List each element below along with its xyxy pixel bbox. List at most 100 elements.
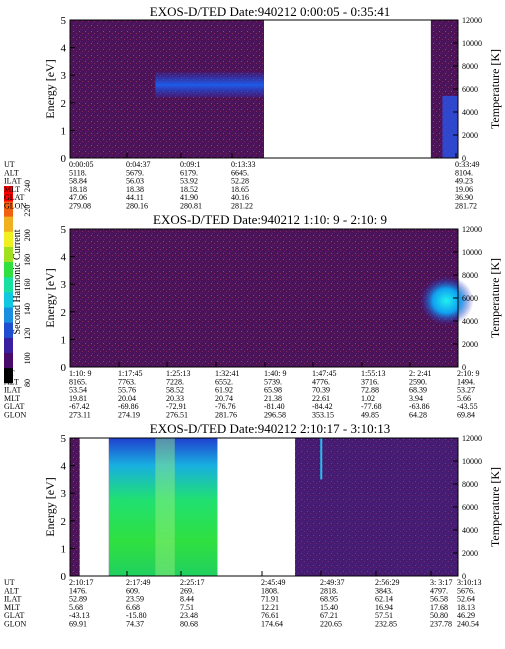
data-gap (217, 438, 296, 577)
colorbar-swatch (4, 322, 13, 338)
y-right-tick-label: 0 (462, 572, 466, 581)
orbit-row-label: ALT (4, 377, 19, 386)
orbit-row-label: ILAT (4, 177, 21, 186)
orbit-row-label: UT (4, 578, 15, 587)
y-tick-label: 1 (61, 334, 67, 346)
orbit-value: 52.89 (69, 595, 87, 604)
orbit-value: 279.08 (69, 202, 91, 211)
orbit-value: 1:32:41 (215, 369, 239, 378)
orbit-value: 6645. (231, 168, 249, 177)
orbit-value: 49.85 (361, 411, 379, 420)
orbit-value: 40.16 (231, 193, 249, 202)
orbit-value: 69.91 (69, 620, 87, 629)
orbit-value: 22.61 (312, 394, 330, 403)
orbit-value: 21.38 (264, 394, 282, 403)
orbit-value: -43.55 (457, 402, 478, 411)
orbit-value: 0:00:05 (69, 160, 93, 169)
orbit-value: 2:10: 9 (457, 369, 479, 378)
orbit-value: 52.64 (457, 595, 475, 604)
orbit-value: 281.76 (215, 411, 237, 420)
colorbar: Second Harmonic Current 80 100 120 140 160 18… (4, 180, 32, 387)
y-tick-label: 3 (61, 488, 67, 500)
y-tick-label: 3 (61, 279, 67, 291)
y-tick-label: 4 (61, 461, 67, 473)
orbit-value: 5679. (126, 168, 144, 177)
orbit-value: 1:10: 9 (69, 369, 91, 378)
y-tick-label: 2 (61, 516, 67, 528)
colorbar-tick-label: 140 (23, 303, 32, 315)
orbit-value: 1:17:45 (118, 369, 142, 378)
orbit-value: 3843. (375, 586, 393, 595)
orbit-value: 6179. (180, 168, 198, 177)
orbit-value: 2590. (409, 377, 427, 386)
orbit-value: 0:13:33 (231, 160, 255, 169)
heatmap-feature (419, 275, 474, 326)
orbit-value: 220.65 (320, 620, 342, 629)
orbit-value: 55.76 (118, 386, 136, 395)
orbit-row-label: ALT (4, 586, 19, 595)
heatmap-feature (442, 95, 458, 158)
orbit-value: 274.19 (118, 411, 140, 420)
orbit-row-label: MLT (4, 394, 20, 403)
y-right-tick-label: 10000 (462, 39, 482, 48)
orbit-value: 47.06 (69, 193, 87, 202)
orbit-value: 1808. (261, 586, 279, 595)
orbit-value: -84.42 (312, 402, 333, 411)
orbit-value: 174.64 (261, 620, 283, 629)
colorbar-tick-label: 80 (23, 379, 32, 387)
y-axis-label: Energy [eV] (43, 477, 57, 536)
orbit-value: 44.11 (126, 193, 144, 202)
orbit-value: 7228. (166, 377, 184, 386)
orbit-value: -72.91 (166, 402, 187, 411)
data-gap (79, 438, 109, 577)
orbit-value: -43.13 (69, 611, 90, 620)
orbit-value: 5118. (69, 168, 87, 177)
orbit-value: 273.11 (69, 411, 91, 420)
y-tick-label: 0 (61, 153, 67, 165)
orbit-value: 53.27 (457, 386, 475, 395)
orbit-value: 64.28 (409, 411, 427, 420)
y-tick-label: 5 (61, 224, 67, 236)
y-tick-label: 2 (61, 307, 67, 319)
orbit-value: 237.78 (430, 620, 452, 629)
y-tick-label: 3 (61, 70, 67, 82)
y-tick-label: 5 (61, 433, 67, 445)
orbit-value: -77.68 (361, 402, 382, 411)
orbit-value: 53.54 (69, 386, 87, 395)
orbit-value: 17.68 (430, 603, 448, 612)
orbit-value: 80.68 (180, 620, 198, 629)
y-right-tick-label: 12000 (462, 16, 482, 25)
y-right-tick-label: 6000 (462, 294, 478, 303)
orbit-value: 1.02 (361, 394, 375, 403)
orbit-value: 58.84 (69, 177, 87, 186)
orbit-value: 53.92 (180, 177, 198, 186)
colorbar-swatch (4, 246, 13, 263)
orbit-row-label: UT (4, 160, 15, 169)
orbit-value: -63.86 (409, 402, 430, 411)
orbit-value: 5739. (264, 377, 282, 386)
orbit-value: 36.90 (455, 193, 473, 202)
orbit-row-label: ILAT (4, 386, 21, 395)
orbit-value: 12.21 (261, 603, 279, 612)
y-right-tick-label: 10000 (462, 248, 482, 257)
orbit-value: 3.94 (409, 394, 423, 403)
data-gap (264, 20, 431, 159)
orbit-value: 1:47:45 (312, 369, 336, 378)
orbit-value: 0:09:1 (180, 160, 200, 169)
orbit-value: 19.81 (69, 394, 87, 403)
orbit-value: 19.06 (455, 185, 473, 194)
y-right-tick-label: 6000 (462, 85, 478, 94)
orbit-row-label: GLON (4, 202, 26, 211)
y-right-tick-label: 0 (462, 363, 466, 372)
orbit-value: 2:17:49 (126, 578, 150, 587)
orbit-value: 3:10:13 (457, 578, 481, 587)
orbit-value: 18.52 (180, 185, 198, 194)
y-tick-label: 4 (61, 43, 67, 55)
y-right-tick-label: 6000 (462, 503, 478, 512)
orbit-row-label: UT (4, 369, 15, 378)
orbit-value: 2:25:17 (180, 578, 204, 587)
orbit-value: 72.88 (361, 386, 379, 395)
orbit-value: 20.04 (118, 394, 136, 403)
orbit-value: 3: 3:17 (430, 578, 452, 587)
orbit-value: 7763. (118, 377, 136, 386)
